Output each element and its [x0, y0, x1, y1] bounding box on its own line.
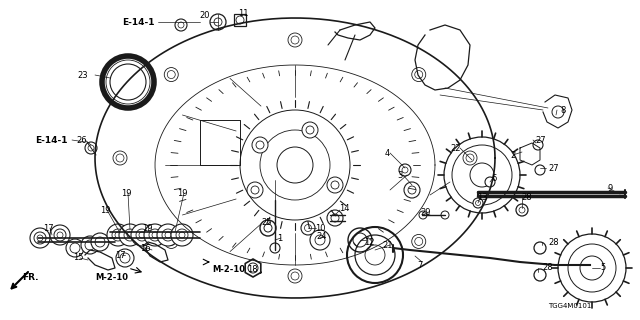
Circle shape — [131, 224, 153, 246]
Text: 19: 19 — [141, 223, 152, 233]
Text: 28: 28 — [548, 237, 559, 246]
Circle shape — [175, 19, 187, 31]
Circle shape — [81, 236, 99, 254]
Text: M-2-10: M-2-10 — [95, 274, 129, 283]
Circle shape — [164, 68, 179, 82]
Text: 11: 11 — [238, 9, 248, 18]
Circle shape — [252, 137, 268, 153]
Circle shape — [85, 142, 97, 154]
Circle shape — [50, 225, 70, 245]
Circle shape — [210, 14, 226, 30]
Text: TGG4M0101: TGG4M0101 — [548, 303, 592, 309]
Circle shape — [144, 224, 166, 246]
Text: 18: 18 — [246, 266, 257, 275]
Circle shape — [419, 211, 427, 219]
Circle shape — [116, 249, 134, 267]
Text: 22: 22 — [451, 143, 461, 153]
Circle shape — [91, 233, 109, 251]
Circle shape — [113, 151, 127, 165]
Text: 6: 6 — [491, 173, 497, 182]
Text: 3: 3 — [397, 171, 403, 180]
Text: 26: 26 — [77, 135, 87, 145]
Circle shape — [516, 204, 528, 216]
Circle shape — [534, 242, 546, 254]
Text: 17: 17 — [43, 223, 53, 233]
Text: FR.: FR. — [22, 274, 38, 283]
Text: 4: 4 — [385, 148, 390, 157]
Circle shape — [171, 224, 193, 246]
Circle shape — [164, 235, 179, 248]
Text: 13: 13 — [477, 193, 488, 202]
Circle shape — [534, 269, 546, 281]
Circle shape — [485, 177, 495, 187]
Circle shape — [535, 165, 545, 175]
Text: 14: 14 — [339, 204, 349, 212]
Circle shape — [270, 243, 280, 253]
Text: 29: 29 — [420, 207, 431, 217]
Bar — [234, 14, 246, 26]
Circle shape — [399, 164, 411, 176]
Circle shape — [288, 33, 302, 47]
Text: 19: 19 — [177, 188, 188, 197]
Text: 17: 17 — [115, 251, 125, 260]
Circle shape — [533, 140, 543, 150]
Text: 21: 21 — [383, 241, 393, 250]
Circle shape — [327, 177, 343, 193]
Circle shape — [107, 224, 129, 246]
Circle shape — [30, 228, 50, 248]
Text: 8: 8 — [560, 106, 565, 115]
Circle shape — [412, 235, 426, 248]
Text: 9: 9 — [608, 183, 613, 193]
Circle shape — [157, 224, 179, 246]
Circle shape — [327, 210, 343, 226]
Text: 15: 15 — [73, 253, 83, 262]
Text: E-14-1: E-14-1 — [35, 135, 68, 145]
Circle shape — [302, 122, 318, 138]
Text: 23: 23 — [77, 70, 88, 79]
Circle shape — [404, 182, 420, 198]
Text: 20: 20 — [200, 11, 211, 20]
Circle shape — [301, 221, 315, 235]
Text: 25: 25 — [262, 218, 272, 227]
Text: 16: 16 — [140, 244, 150, 252]
Circle shape — [288, 269, 302, 283]
Text: 1: 1 — [277, 234, 283, 243]
Text: 12: 12 — [364, 237, 374, 246]
Text: 19: 19 — [100, 205, 110, 214]
Text: 10: 10 — [315, 223, 326, 233]
Circle shape — [441, 211, 449, 219]
Circle shape — [247, 182, 263, 198]
Circle shape — [310, 230, 330, 250]
Polygon shape — [520, 143, 540, 165]
Circle shape — [412, 68, 426, 82]
Circle shape — [463, 151, 477, 165]
Text: 5: 5 — [600, 263, 605, 273]
Circle shape — [473, 198, 483, 208]
Polygon shape — [543, 95, 572, 128]
Circle shape — [119, 224, 141, 246]
Text: 28: 28 — [521, 193, 532, 202]
Text: 27: 27 — [548, 164, 559, 172]
Circle shape — [260, 220, 276, 236]
Text: M-2-10: M-2-10 — [212, 266, 245, 275]
Text: E-14-1: E-14-1 — [122, 18, 155, 27]
Text: 19: 19 — [121, 188, 131, 197]
Text: 27: 27 — [535, 135, 546, 145]
Circle shape — [66, 239, 84, 257]
Text: 28: 28 — [542, 263, 552, 273]
Text: 7: 7 — [417, 260, 422, 269]
Text: 2: 2 — [510, 150, 515, 159]
Polygon shape — [245, 259, 260, 277]
Text: 24: 24 — [317, 231, 327, 241]
